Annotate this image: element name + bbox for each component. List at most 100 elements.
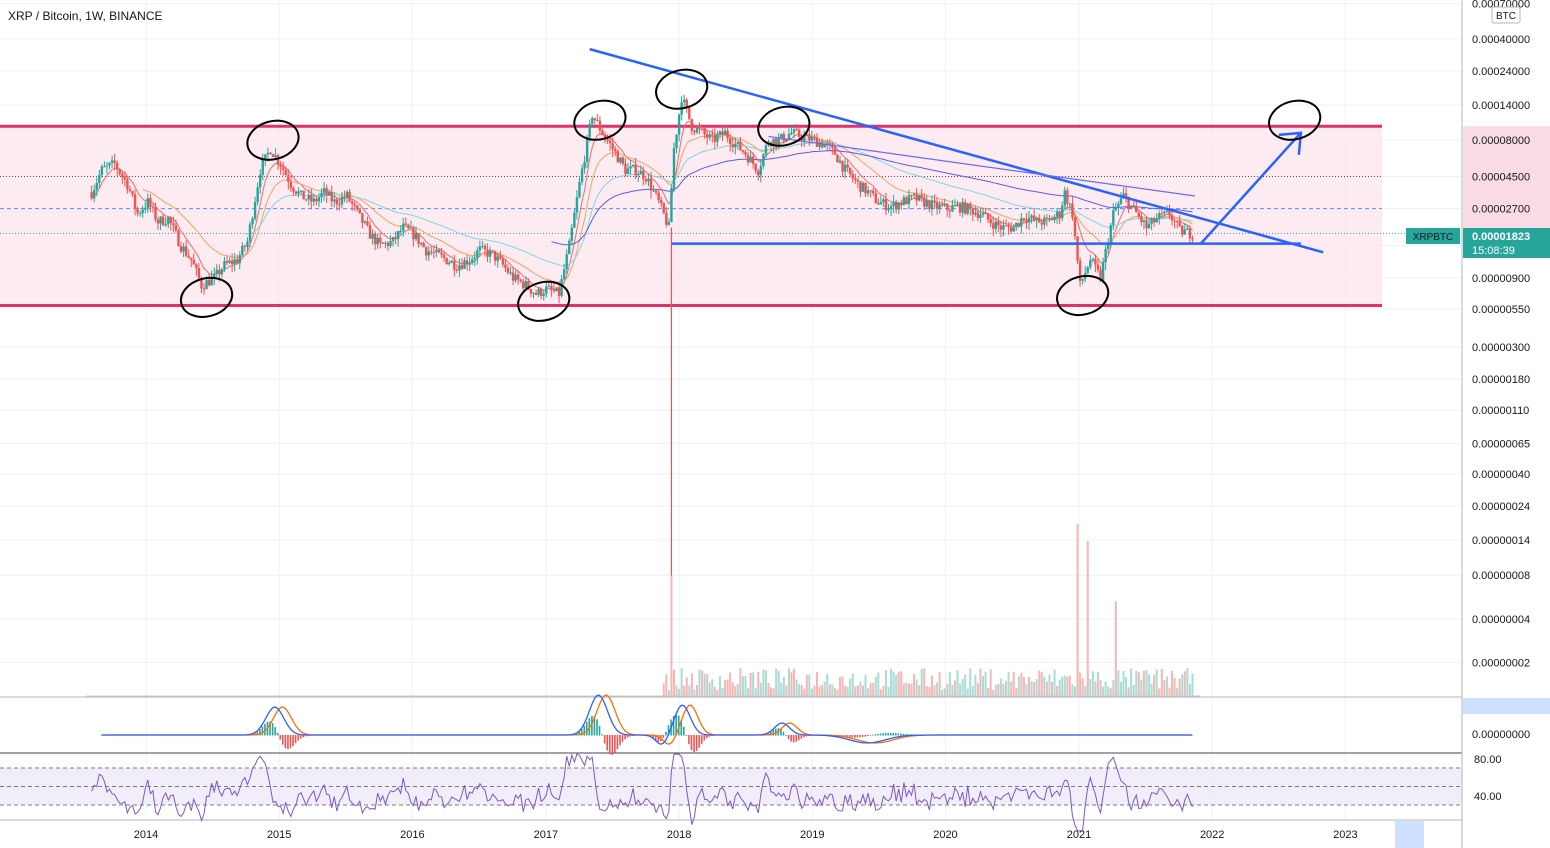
candle-body	[999, 225, 1003, 230]
candle-body	[320, 192, 323, 198]
price-axis[interactable]: 0.00070000 0.00040000 0.00024000 0.00014000…	[1472, 0, 1530, 670]
candle-body	[256, 187, 259, 203]
last-price-label: 0.00001823	[1472, 231, 1530, 243]
price-tick-label: 0.00000900	[1472, 273, 1530, 285]
candle-body	[144, 207, 147, 210]
candle-body	[1188, 228, 1192, 239]
breakout-arrow[interactable]	[1199, 131, 1303, 245]
candle-body	[647, 178, 650, 182]
candle-body	[759, 166, 763, 176]
volume-spike	[1086, 541, 1089, 696]
price-tick-label: 0.00002700	[1472, 204, 1530, 216]
candle-body	[654, 190, 658, 193]
candle-body	[974, 212, 977, 215]
candle-body	[1106, 244, 1110, 249]
candle-body	[986, 213, 990, 220]
macd-histogram-bar	[859, 735, 861, 738]
candle-body	[603, 134, 607, 139]
volume-bar	[803, 688, 806, 696]
candle-body	[437, 249, 441, 253]
time-axis[interactable]: 2014 2015 2016 2017 2018 2019 2020 2021 2022 2023	[134, 829, 1358, 841]
candle-body	[432, 252, 436, 254]
candle-body	[386, 242, 390, 247]
volume-bar	[992, 689, 995, 696]
volume-bar	[1188, 684, 1191, 696]
candle-body	[499, 256, 502, 259]
price-tick-label: 0.00000180	[1472, 374, 1530, 386]
candle-body	[925, 200, 929, 207]
macd-histogram-bar	[895, 733, 897, 736]
volume-bar	[961, 679, 964, 696]
volume-bar	[1081, 677, 1084, 696]
volume-bar	[695, 684, 698, 696]
candle-body	[276, 155, 280, 165]
volume-bar	[984, 671, 987, 696]
volume-bar	[936, 682, 939, 696]
macd-histogram-bar	[905, 733, 907, 736]
candle-body	[274, 155, 277, 158]
volume-bar	[999, 678, 1002, 696]
candle-body	[866, 190, 870, 194]
volume-bar	[971, 686, 974, 696]
macd-histogram-bar	[874, 734, 877, 736]
candle-body	[327, 191, 331, 196]
volume-bar	[1183, 671, 1186, 696]
macd-histogram-bar	[675, 714, 677, 736]
volume-bar	[795, 679, 798, 696]
time-tick-label: 2021	[1067, 829, 1091, 841]
candle-body	[1137, 212, 1141, 217]
volume-bar	[897, 671, 900, 696]
candle-body	[557, 287, 561, 296]
candle-body	[440, 252, 443, 255]
descending-trendline[interactable]	[589, 47, 1324, 254]
range-zone	[0, 126, 1382, 306]
candle-body	[210, 277, 213, 286]
macd-histogram-bar	[708, 735, 711, 737]
macd-histogram-bar	[297, 735, 299, 741]
volume-bar	[951, 684, 954, 696]
candle-body	[711, 134, 714, 136]
volume-bar	[767, 682, 770, 696]
candle-body	[238, 255, 241, 264]
candle-body	[501, 258, 505, 265]
volume-bar	[1056, 686, 1059, 696]
macd-histogram-bar	[294, 735, 297, 744]
volume-bar	[675, 685, 678, 696]
candle-body	[118, 169, 121, 174]
candle-body	[797, 129, 801, 137]
candle-body	[391, 237, 395, 241]
volume-bar	[1007, 672, 1010, 696]
volume-bar	[1061, 676, 1064, 696]
macd-histogram-bar	[700, 735, 703, 744]
price-tick-label: 0.00000550	[1472, 304, 1530, 316]
volume-bar	[706, 674, 709, 696]
price-tick-label: 0.00004500	[1472, 171, 1530, 183]
candle-body	[815, 137, 819, 148]
candle-body	[698, 127, 701, 129]
macd-histogram-bar	[882, 733, 884, 736]
volume-bar	[913, 673, 916, 696]
candle-body	[394, 237, 397, 240]
candle-body	[233, 259, 236, 265]
candle-body	[1078, 260, 1082, 281]
candle-body	[877, 202, 880, 205]
candle-body	[614, 149, 617, 152]
candle-body	[1017, 222, 1020, 227]
volume-bar	[662, 683, 665, 696]
candle-body	[652, 190, 655, 192]
candle-body	[215, 269, 218, 274]
candle-body	[100, 166, 104, 175]
candle-body	[923, 197, 926, 207]
candle-body	[1150, 218, 1153, 224]
macd-histogram-bar	[282, 735, 284, 745]
volume-bar	[739, 668, 742, 696]
volume-bar	[884, 670, 887, 696]
volume-bar	[741, 676, 744, 696]
volume-bar	[861, 685, 864, 696]
candle-body	[838, 160, 842, 163]
candle-body	[115, 162, 119, 170]
candle-body	[1004, 225, 1008, 227]
candle-body	[1043, 217, 1046, 225]
candle-body	[532, 292, 535, 294]
